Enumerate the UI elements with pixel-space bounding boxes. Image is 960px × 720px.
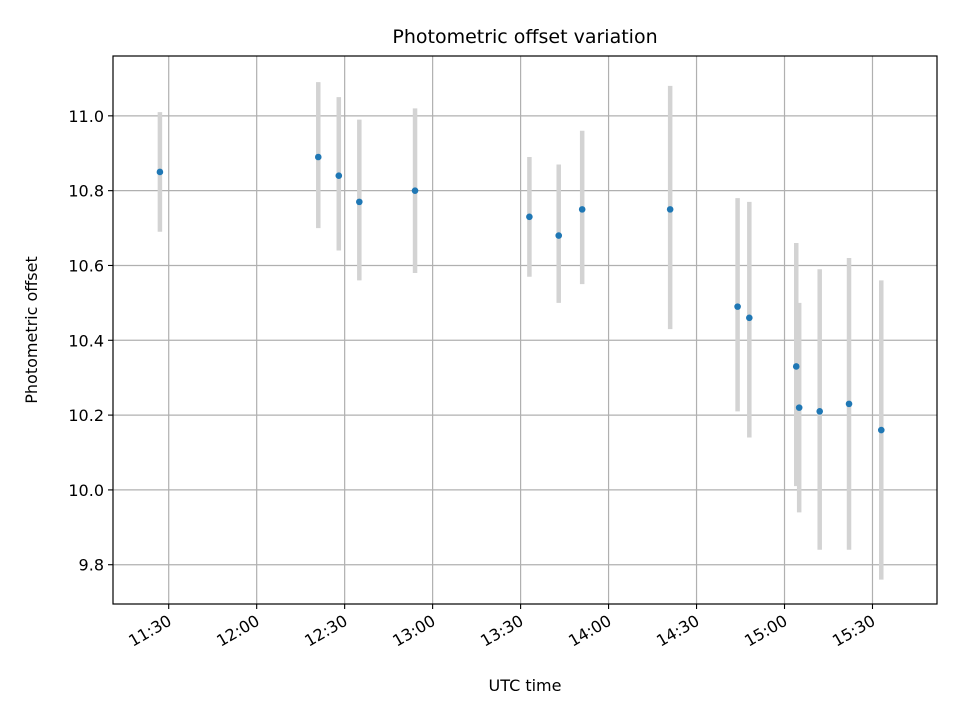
x-tick-label: 13:30 [477, 611, 526, 651]
data-point [356, 198, 363, 206]
data-point [578, 206, 586, 213]
y-tick-label: 10.8 [68, 182, 104, 201]
y-tick-label: 9.8 [79, 556, 104, 575]
y-tick-label: 10.2 [68, 406, 104, 425]
data-point [816, 408, 824, 415]
x-tick-label: 15:00 [741, 611, 790, 651]
data-points [156, 153, 885, 434]
y-tick-label: 10.4 [68, 331, 104, 350]
data-point [411, 187, 419, 194]
data-point [666, 206, 674, 213]
data-point [792, 363, 800, 370]
data-point [795, 404, 803, 411]
y-tick-label: 11.0 [68, 107, 104, 126]
y-axis-label: Photometric offset [22, 256, 41, 404]
data-point [734, 303, 741, 310]
data-point [845, 400, 853, 408]
y-axis-ticks: 9.8 10.0 10.2 10.4 10.6 10.8 11.0 [68, 107, 113, 575]
data-point [877, 426, 885, 434]
data-point [555, 232, 563, 239]
x-tick-label: 11:30 [125, 611, 174, 651]
data-point [156, 168, 164, 176]
x-tick-label: 12:00 [213, 611, 262, 651]
x-tick-label: 15:30 [829, 611, 878, 651]
x-tick-label: 14:00 [565, 611, 614, 651]
x-tick-label: 12:30 [301, 611, 350, 651]
data-point [335, 172, 343, 179]
x-axis-label: UTC time [489, 676, 562, 695]
x-tick-label: 14:30 [653, 611, 702, 651]
plot-area-frame [112, 55, 938, 605]
data-point [746, 314, 753, 322]
x-tick-label: 13:00 [389, 611, 438, 651]
data-point [314, 153, 322, 161]
x-axis-ticks: 11:30 12:00 12:30 13:00 13:30 14:00 14:30 15:00… [125, 604, 878, 651]
y-tick-label: 10.6 [68, 256, 104, 275]
chart-title: Photometric offset variation [392, 26, 657, 48]
y-tick-label: 10.0 [68, 481, 104, 500]
data-point [526, 213, 533, 221]
grid [113, 56, 937, 604]
